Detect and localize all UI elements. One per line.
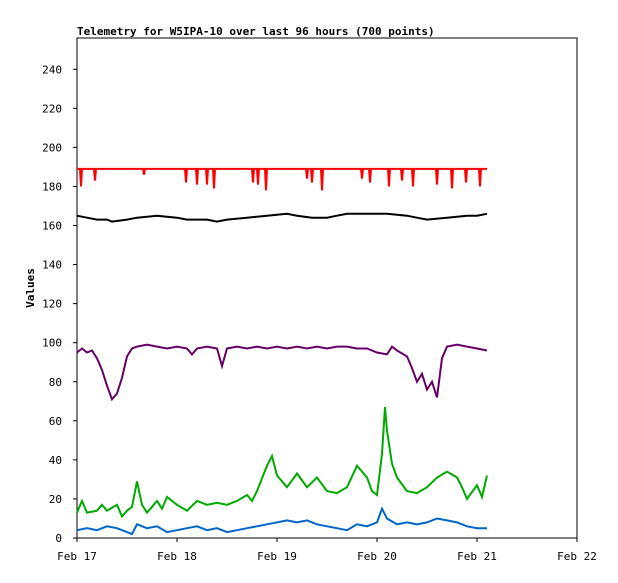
y-tick-label: 40 bbox=[49, 454, 62, 467]
x-tick-label: Feb 19 bbox=[257, 550, 297, 563]
series-line-3 bbox=[76, 407, 488, 519]
y-tick-label: 60 bbox=[49, 415, 62, 428]
y-tick-label: 140 bbox=[42, 259, 62, 272]
x-tick-label: Feb 22 bbox=[557, 550, 597, 563]
y-tick-label: 200 bbox=[42, 141, 62, 154]
y-tick-label: 220 bbox=[42, 102, 62, 115]
y-tick-label: 120 bbox=[42, 298, 62, 311]
series-line-4 bbox=[76, 506, 487, 536]
series-layer bbox=[76, 167, 488, 536]
x-tick-label: Feb 18 bbox=[157, 550, 197, 563]
x-axis: Feb 17 Feb 18 Feb 19 Feb 20 Feb 21 Feb 22 bbox=[57, 538, 597, 563]
series-line-1 bbox=[76, 212, 488, 223]
y-tick-label: 0 bbox=[55, 532, 62, 545]
x-tick-label: Feb 17 bbox=[57, 550, 97, 563]
y-axis: 0 20 40 60 80 100 120 140 160 180 200 220 240 bbox=[42, 63, 77, 545]
y-tick-label: 80 bbox=[49, 376, 62, 389]
series-line-0 bbox=[77, 167, 487, 191]
x-tick-label: Feb 20 bbox=[357, 550, 397, 563]
series-line-2 bbox=[76, 343, 488, 402]
y-axis-label: Values bbox=[24, 268, 37, 308]
plot-frame bbox=[76, 37, 578, 539]
chart-title: Telemetry for W5IPA-10 over last 96 hour… bbox=[77, 25, 435, 38]
y-tick-label: 160 bbox=[42, 220, 62, 233]
x-tick-label: Feb 21 bbox=[457, 550, 497, 563]
y-tick-label: 180 bbox=[42, 180, 62, 193]
y-tick-label: 240 bbox=[42, 63, 62, 76]
y-tick-label: 100 bbox=[42, 337, 62, 350]
y-tick-label: 20 bbox=[49, 493, 62, 506]
